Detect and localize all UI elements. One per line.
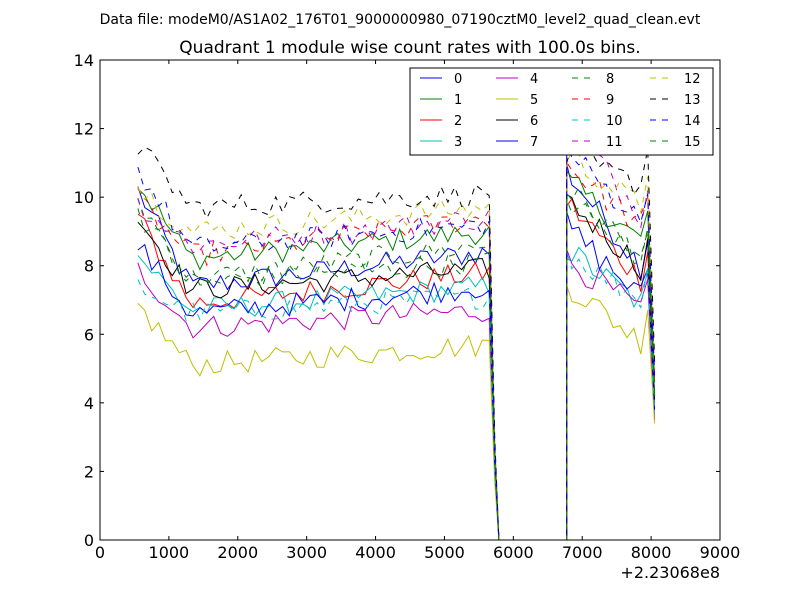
x-tick-label-0: 0 [95,543,105,562]
series-line-1 [137,169,656,541]
suptitle: Data file: modeM0/AS1A02_176T01_90000009… [100,12,701,28]
legend-label-0: 0 [454,72,462,87]
series-line-2 [137,197,656,541]
y-tick-label-0: 0 [84,531,94,550]
y-tick-label-1: 2 [84,462,94,481]
x-tick-label-7: 7000 [562,543,603,562]
legend-label-15: 15 [684,135,701,150]
legend-label-6: 6 [530,114,538,129]
series-line-5 [137,285,656,541]
series-line-14 [137,144,656,541]
y-tick-label-5: 10 [74,188,94,207]
x-tick-label-5: 5000 [424,543,465,562]
legend-label-9: 9 [606,93,614,108]
series-line-7 [137,211,656,541]
legend-label-12: 12 [684,72,701,87]
legend-label-2: 2 [454,114,462,129]
legend-label-13: 13 [684,93,701,108]
x-tick-label-1: 1000 [149,543,190,562]
y-tick-label-2: 4 [84,394,94,413]
legend-label-11: 11 [606,135,623,150]
series-line-9 [137,160,656,541]
x-tick-label-3: 3000 [286,543,327,562]
chart-title: Quadrant 1 module wise count rates with … [179,38,640,58]
series-line-12 [137,152,656,541]
legend-label-10: 10 [606,114,623,129]
series-line-4 [137,249,656,541]
y-tick-label-3: 6 [84,325,94,344]
legend-label-5: 5 [530,93,538,108]
plot-frame [99,59,721,541]
legend-label-3: 3 [454,135,462,150]
y-tick-label-6: 12 [74,120,94,139]
legend-label-14: 14 [684,114,701,129]
x-tick-label-2: 2000 [217,543,258,562]
legend-label-1: 1 [454,93,462,108]
axes-layer: 0 1000 2000 3000 4000 5000 6000 7000 8000 9000 0 2 4… [74,51,741,562]
series-line-15 [137,198,656,541]
x-offset-label: +2.23068e8 [620,563,720,582]
series-line-0 [137,164,656,541]
y-tick-label-7: 14 [74,51,94,70]
y-tick-label-4: 8 [84,257,94,276]
x-tick-label-8: 8000 [631,543,672,562]
x-tick-label-9: 9000 [700,543,741,562]
series-line-8 [137,186,656,541]
x-tick-label-6: 6000 [493,543,534,562]
legend-label-7: 7 [530,135,538,150]
x-tick-label-4: 4000 [355,543,396,562]
legend-label-4: 4 [530,72,538,87]
legend-label-8: 8 [606,72,614,87]
